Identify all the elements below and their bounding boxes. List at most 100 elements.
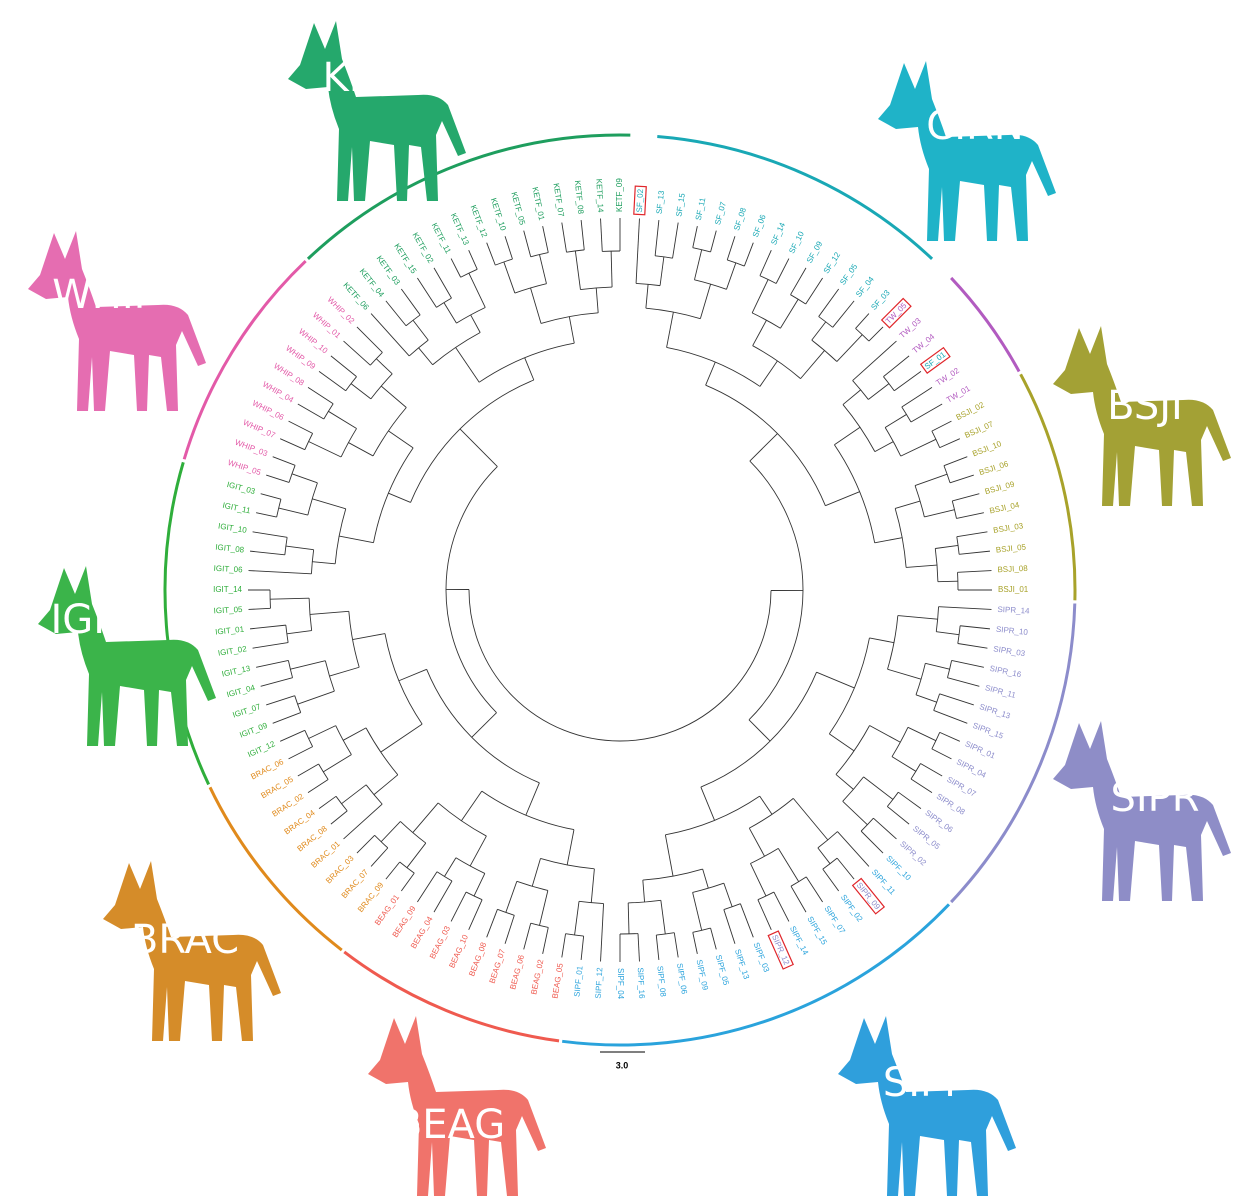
branch bbox=[892, 757, 916, 772]
leaf-label: BSJI_08 bbox=[997, 564, 1028, 575]
branch bbox=[936, 632, 959, 635]
branch bbox=[539, 255, 546, 284]
branch bbox=[673, 223, 679, 259]
branch bbox=[460, 429, 497, 467]
branch bbox=[312, 499, 346, 509]
branch bbox=[376, 359, 392, 374]
clade-ring bbox=[1021, 374, 1075, 600]
leaf-label: SIPF_09 bbox=[695, 959, 710, 992]
branch bbox=[381, 724, 422, 752]
branch bbox=[911, 404, 942, 422]
branch bbox=[456, 347, 480, 382]
branch bbox=[778, 848, 798, 881]
branch bbox=[388, 493, 410, 502]
branch bbox=[780, 299, 798, 328]
leaf-label: IGIT_03 bbox=[226, 480, 257, 496]
branch bbox=[749, 828, 764, 856]
branch bbox=[940, 439, 960, 448]
branch bbox=[309, 726, 336, 739]
leaf-label: KETF_12 bbox=[469, 204, 490, 239]
branch bbox=[711, 928, 717, 949]
branch bbox=[470, 836, 486, 866]
leaf-label: SIPF_11 bbox=[870, 868, 897, 897]
leaf-label: SIPR_11 bbox=[984, 683, 1017, 700]
branch bbox=[273, 713, 301, 724]
branch bbox=[417, 278, 436, 307]
breed-label: BSJI bbox=[1107, 383, 1183, 429]
leaf-label: SIPR_15 bbox=[971, 721, 1005, 741]
branch bbox=[253, 643, 289, 649]
leaf-label: KETF_15 bbox=[392, 242, 418, 276]
leaf-label: SIPR_08 bbox=[935, 792, 967, 817]
phylogeny-figure: 3.0 SF_02SF_13SF_15SF_11SF_07SF_08SF_06S… bbox=[0, 0, 1235, 1197]
branch bbox=[596, 288, 598, 313]
branch bbox=[331, 356, 357, 377]
branch bbox=[959, 551, 990, 554]
breed-label: WHIP bbox=[52, 272, 158, 318]
leaf-label: SIPR_04 bbox=[955, 757, 988, 780]
branch bbox=[287, 631, 312, 634]
branch bbox=[526, 783, 539, 815]
branch bbox=[601, 904, 604, 962]
leaf-label: IGIT_01 bbox=[215, 625, 245, 637]
branch bbox=[837, 335, 862, 362]
branch bbox=[932, 421, 952, 431]
branch bbox=[308, 780, 328, 793]
leaf-label: SIPR_07 bbox=[945, 775, 978, 799]
leaf-label: BRAC_02 bbox=[270, 791, 305, 818]
branch bbox=[505, 915, 514, 944]
branch bbox=[837, 858, 854, 879]
branch bbox=[524, 231, 531, 257]
branch bbox=[567, 830, 574, 865]
branch bbox=[774, 892, 789, 921]
branch bbox=[298, 764, 319, 776]
branch bbox=[869, 638, 894, 643]
branch bbox=[289, 747, 313, 759]
leaf-label: SIPF_16 bbox=[636, 967, 647, 999]
branch bbox=[952, 494, 979, 501]
branch bbox=[308, 387, 333, 403]
branch bbox=[776, 259, 789, 284]
branch bbox=[940, 694, 974, 705]
leaf-label: KETF_13 bbox=[449, 212, 471, 247]
branch bbox=[817, 672, 855, 688]
branch bbox=[694, 250, 701, 280]
branch bbox=[471, 315, 481, 333]
branch bbox=[958, 571, 992, 573]
leaf-label: SF_02 bbox=[635, 188, 645, 213]
branch bbox=[750, 434, 778, 461]
leaf-label: SIPF_05 bbox=[714, 954, 731, 987]
leaf-label: IGIT_05 bbox=[213, 605, 243, 616]
branch bbox=[921, 764, 943, 777]
branch bbox=[286, 546, 314, 550]
breed-label: BEAG bbox=[395, 1102, 505, 1148]
branch bbox=[935, 545, 958, 548]
branch bbox=[339, 536, 373, 543]
branch bbox=[956, 513, 983, 519]
branch bbox=[591, 869, 594, 903]
leaf-label: WHIP_06 bbox=[251, 398, 286, 422]
branch bbox=[266, 696, 295, 705]
branch bbox=[819, 289, 839, 317]
branch bbox=[319, 371, 346, 390]
leaf-label: BEAG_09 bbox=[391, 904, 418, 939]
branch bbox=[656, 935, 659, 960]
branch bbox=[531, 288, 542, 323]
branch bbox=[298, 404, 324, 419]
page: {"leaves":[ {"label":"SF_02","color":"#1… bbox=[0, 0, 1235, 1197]
leaf-label: KETF_10 bbox=[489, 197, 508, 232]
leaf-label: TW_05 bbox=[884, 301, 909, 326]
leaf-label: SF_15 bbox=[674, 192, 687, 217]
leaf-label: SF_08 bbox=[732, 206, 748, 232]
leaf-label: WHIP_09 bbox=[284, 344, 317, 372]
branch bbox=[693, 932, 698, 954]
branch bbox=[388, 431, 413, 448]
branch bbox=[801, 350, 825, 378]
branch bbox=[793, 798, 828, 840]
branch bbox=[760, 796, 772, 814]
dog-silhouette bbox=[878, 61, 1056, 241]
leaf-label: BSJI_09 bbox=[984, 479, 1016, 496]
leaf-label: KETF_04 bbox=[358, 267, 387, 299]
branch bbox=[806, 877, 822, 902]
leaf-label: SIPR_01 bbox=[964, 739, 997, 760]
